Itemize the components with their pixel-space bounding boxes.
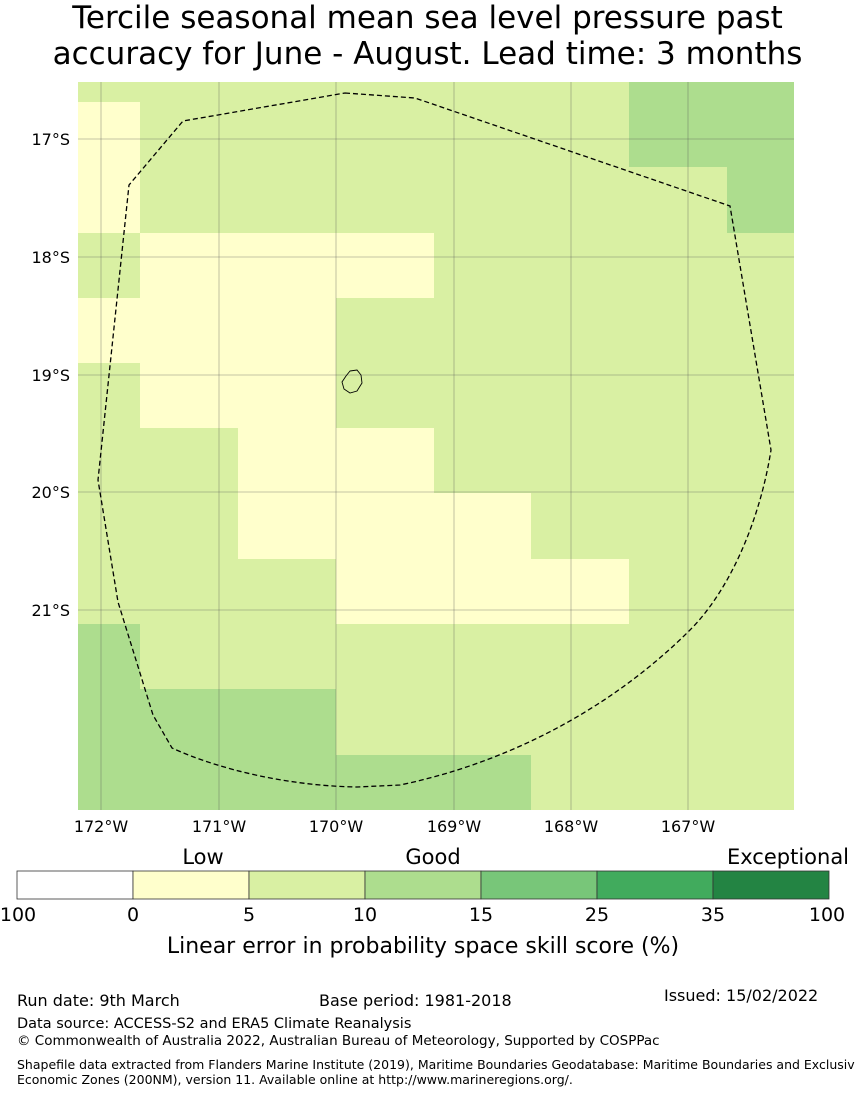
- colorbar-segment: [480, 870, 598, 900]
- colorbar-segment: [596, 870, 714, 900]
- skill-cell-mid: [727, 167, 794, 233]
- lon-label: 168°W: [544, 817, 599, 836]
- lon-label: 170°W: [309, 817, 364, 836]
- colorbar-segment: [16, 870, 134, 900]
- skill-cell-low: [140, 233, 434, 298]
- copyright-notice: © Commonwealth of Australia 2022, Austra…: [17, 1033, 660, 1049]
- lon-label: 172°W: [74, 817, 129, 836]
- legend-tick: 100: [0, 904, 36, 926]
- skill-cell-low: [336, 428, 434, 493]
- lon-label: 167°W: [661, 817, 716, 836]
- skill-cell-low: [140, 363, 336, 428]
- run-date: Run date: 9th March: [17, 991, 180, 1010]
- map-area: [78, 82, 794, 810]
- colorbar-segment: [248, 870, 366, 900]
- map-title-line-1: Tercile seasonal mean sea level pressure…: [72, 0, 783, 36]
- skill-cell-mid: [336, 755, 531, 810]
- skill-cell-mid: [78, 624, 140, 810]
- shapefile-credit-line-2: Economic Zones (200NM), version 11. Avai…: [17, 1072, 573, 1087]
- niue-island-outline: [341, 369, 363, 394]
- legend-category-good: Good: [405, 845, 460, 869]
- eez-boundary: [97, 92, 772, 788]
- skill-cell-low: [336, 493, 531, 559]
- legend-axis-label: Linear error in probability space skill …: [167, 934, 679, 959]
- skill-cell-mid: [140, 689, 336, 810]
- longitude-labels: 172°W 171°W 170°W 169°W 168°W 167°W: [74, 817, 716, 836]
- skill-cell-low: [238, 428, 336, 559]
- issued-date: Issued: 15/02/2022: [664, 986, 819, 1005]
- legend-category-labels: Low Good Exceptional: [182, 845, 849, 869]
- base-period: Base period: 1981-2018: [319, 991, 512, 1010]
- colorbar-segment: [712, 870, 830, 900]
- legend-tick: 10: [353, 904, 377, 926]
- skill-cell-low: [336, 559, 629, 624]
- mid-skill-cells: [78, 82, 794, 810]
- colorbar-segment: [364, 870, 482, 900]
- data-source: Data source: ACCESS-S2 and ERA5 Climate …: [17, 1016, 412, 1032]
- lon-label: 171°W: [192, 817, 247, 836]
- legend-tick: 5: [243, 904, 255, 926]
- lat-label: 21°S: [31, 601, 70, 620]
- legend-tick: 0: [127, 904, 139, 926]
- map-title-line-2: accuracy for June - August. Lead time: 3…: [52, 36, 803, 72]
- legend-tick: 25: [585, 904, 609, 926]
- colorbar-segment: [132, 870, 250, 900]
- lat-label: 17°S: [31, 130, 70, 149]
- legend-tick-labels: 100 0 5 10 15 25 35 100: [0, 904, 845, 926]
- legend-tick: 35: [701, 904, 725, 926]
- legend-category-low: Low: [182, 845, 223, 869]
- skill-cell-low: [78, 102, 140, 233]
- lat-label: 20°S: [31, 483, 70, 502]
- legend-tick: 15: [469, 904, 493, 926]
- lon-label: 169°W: [427, 817, 482, 836]
- lat-label: 19°S: [31, 366, 70, 385]
- legend-colorbar: [16, 870, 830, 900]
- shapefile-credit-line-1: Shapefile data extracted from Flanders M…: [17, 1057, 855, 1072]
- legend-tick: 100: [809, 904, 845, 926]
- skill-cell-mid: [629, 82, 794, 167]
- legend-category-exceptional: Exceptional: [727, 845, 849, 869]
- skill-cell-low: [78, 298, 336, 363]
- latitude-labels: 17°S 18°S 19°S 20°S 21°S: [31, 130, 70, 620]
- lat-label: 18°S: [31, 248, 70, 267]
- low-skill-cells: [78, 102, 629, 624]
